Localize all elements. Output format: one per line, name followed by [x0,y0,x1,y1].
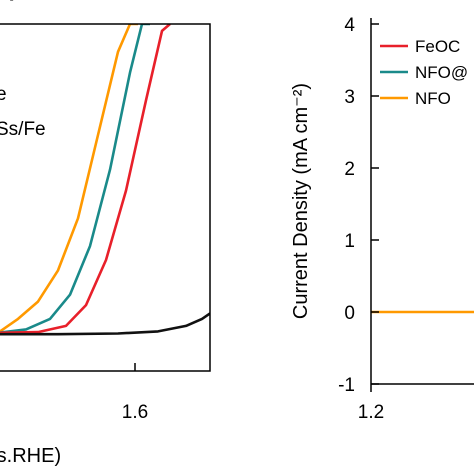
legend-label-1: FeOC [415,37,460,56]
left-series-group [0,24,210,336]
right-panel: -1 0 1 2 3 4 1.2 Current Density (mA cm⁻²) Fe… [290,15,474,423]
left-series-line-1 [0,24,138,333]
left-series-line-4 [0,312,210,336]
right-x-tick-label: 1.2 [358,402,384,423]
left-series-line-2 [0,24,150,334]
right-y-tick-label: 4 [344,15,355,36]
right-y-ticks-group: -1 0 1 2 3 4 [338,15,379,396]
left-legend-fragment-1: e [0,84,7,105]
legend-label-2: NFO@ [415,63,468,82]
right-y-tick-label: 2 [344,159,355,180]
left-x-tick-label: 1.6 [122,402,148,423]
right-y-tick-label: -1 [338,375,355,396]
left-panel: ( 1.6 rs.RHE) e Ss/Fe [0,0,211,467]
right-y-tick-label: 3 [344,87,355,108]
right-y-tick-label: 0 [344,303,355,324]
left-x-axis-title-fragment: rs.RHE) [0,445,61,467]
left-panel-label-fragment: ( [6,0,14,1]
left-plot-frame [0,23,211,372]
left-legend-fragment-2: Ss/Fe [0,119,46,140]
right-y-tick-label: 1 [344,231,355,252]
right-y-axis-title: Current Density (mA cm⁻²) [290,83,312,319]
right-legend: FeOC NFO@ NFO [380,37,468,108]
legend-label-3: NFO [415,89,451,108]
left-series-line-3 [0,24,171,335]
